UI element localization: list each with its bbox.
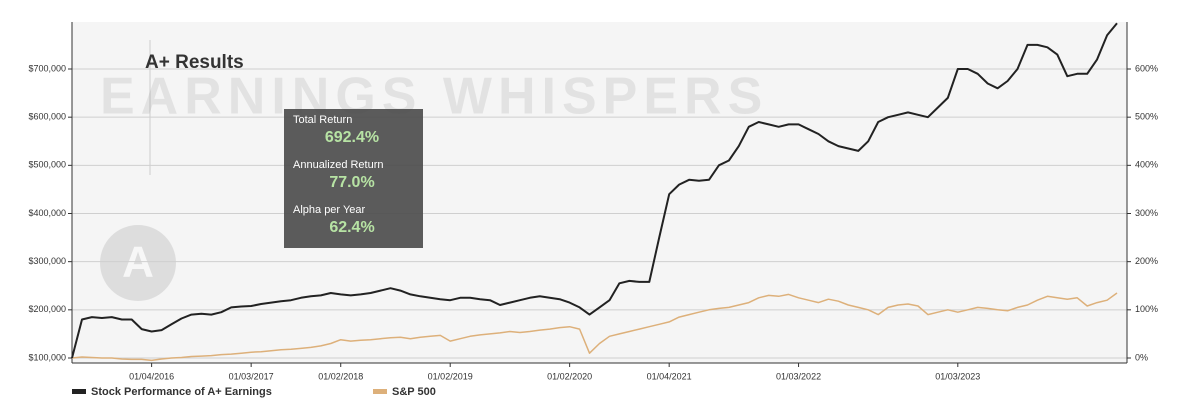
legend-swatch	[72, 389, 86, 394]
series-line	[71, 292, 1118, 362]
x-tick-label: 01/04/2016	[129, 371, 174, 381]
x-tick-label: 01/03/2023	[935, 371, 980, 381]
stat-value: 62.4%	[329, 219, 374, 236]
legend-label: S&P 500	[392, 386, 436, 398]
y2-tick-label: 300%	[1135, 208, 1158, 218]
series-line	[71, 22, 1118, 359]
chart-title: A+ Results	[145, 52, 244, 73]
stats-box	[284, 109, 423, 248]
y-tick-label: $500,000	[28, 160, 66, 170]
x-tick-label: 01/02/2020	[547, 371, 592, 381]
stat-value: 692.4%	[325, 129, 379, 146]
stat-label: Alpha per Year	[293, 204, 366, 216]
y-tick-label: $100,000	[28, 352, 66, 362]
y2-tick-label: 600%	[1135, 63, 1158, 73]
stat-label: Annualized Return	[293, 159, 384, 171]
y2-tick-label: 100%	[1135, 304, 1158, 314]
y-tick-label: $600,000	[28, 112, 66, 122]
y2-tick-label: 400%	[1135, 160, 1158, 170]
x-tick-label: 01/03/2022	[776, 371, 821, 381]
y2-tick-label: 200%	[1135, 256, 1158, 266]
x-tick-label: 01/04/2021	[647, 371, 692, 381]
x-tick-label: 01/03/2017	[229, 371, 274, 381]
x-tick-label: 01/02/2019	[428, 371, 473, 381]
y-tick-label: $700,000	[28, 63, 66, 73]
y2-tick-label: 0%	[1135, 352, 1148, 362]
y-tick-label: $200,000	[28, 304, 66, 314]
watermark: EARNINGS WHISPERS	[100, 68, 768, 126]
y2-tick-label: 500%	[1135, 112, 1158, 122]
stat-value: 77.0%	[329, 174, 374, 191]
legend-label: Stock Performance of A+ Earnings	[91, 386, 272, 398]
x-tick-label: 01/02/2018	[318, 371, 363, 381]
y-tick-label: $300,000	[28, 256, 66, 266]
stat-label: Total Return	[293, 114, 352, 126]
y-tick-label: $400,000	[28, 208, 66, 218]
legend-swatch	[373, 389, 387, 394]
